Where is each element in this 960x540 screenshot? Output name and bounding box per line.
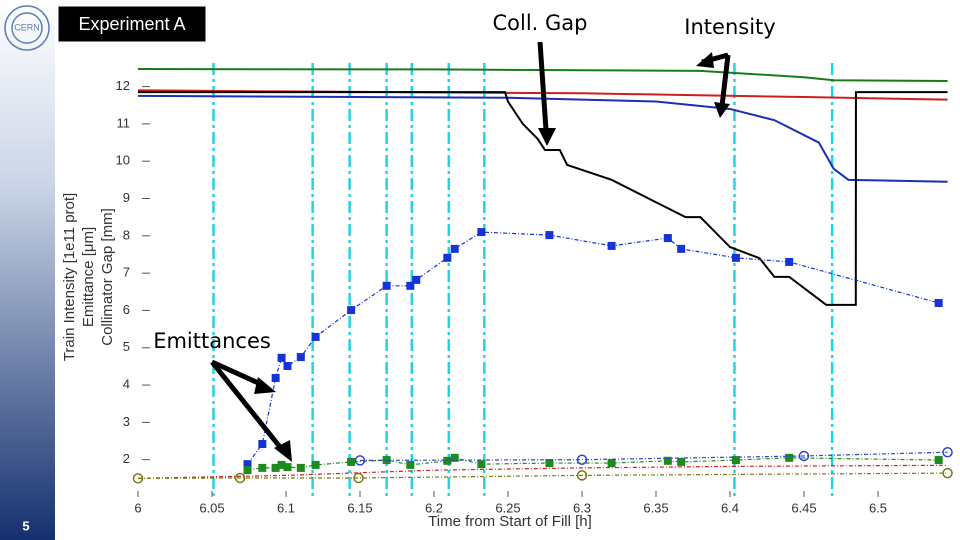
point bbox=[477, 460, 486, 469]
series-line bbox=[247, 231, 939, 465]
slide-label: Experiment A bbox=[78, 14, 185, 34]
point bbox=[283, 463, 292, 472]
point bbox=[347, 457, 356, 466]
point bbox=[576, 470, 588, 481]
point bbox=[450, 453, 459, 462]
point bbox=[942, 467, 953, 479]
x-tick-label: 6.35 bbox=[643, 500, 668, 515]
y-axis-label: Emittance [μm] bbox=[80, 227, 97, 327]
point bbox=[607, 241, 616, 250]
point bbox=[545, 231, 554, 240]
point bbox=[271, 373, 280, 382]
point bbox=[234, 472, 246, 484]
y-tick-label: 9 bbox=[123, 190, 130, 205]
y-axis-label: Collimator Gap [mm] bbox=[99, 208, 116, 346]
sidebar bbox=[0, 0, 55, 540]
x-tick-label: 6.25 bbox=[495, 500, 520, 515]
point bbox=[283, 362, 292, 371]
point bbox=[243, 460, 252, 469]
point bbox=[132, 473, 144, 484]
annotation: Emittances bbox=[153, 329, 271, 353]
point bbox=[412, 275, 421, 284]
point bbox=[942, 446, 953, 458]
point bbox=[576, 454, 588, 465]
page-number: 5 bbox=[22, 518, 29, 533]
point bbox=[731, 253, 740, 262]
point bbox=[785, 453, 794, 462]
point bbox=[677, 457, 686, 466]
y-tick-label: 12 bbox=[116, 78, 130, 93]
point bbox=[443, 253, 452, 262]
x-tick-label: 6.2 bbox=[425, 500, 443, 515]
series-line bbox=[137, 464, 948, 479]
point bbox=[243, 466, 252, 475]
point bbox=[296, 463, 305, 472]
x-tick-label: 6.1 bbox=[277, 500, 295, 515]
point bbox=[382, 456, 391, 465]
point bbox=[354, 455, 366, 466]
x-tick-label: 6.45 bbox=[791, 500, 816, 515]
point bbox=[258, 463, 267, 472]
y-tick-label: 5 bbox=[123, 339, 130, 354]
y-tick-label: 2 bbox=[123, 451, 130, 466]
point bbox=[798, 450, 810, 462]
series-line bbox=[137, 472, 948, 479]
point bbox=[677, 244, 686, 253]
point bbox=[311, 332, 320, 341]
x-tick-label: 6.4 bbox=[721, 500, 739, 515]
annotation: Coll. Gap bbox=[492, 11, 587, 35]
point bbox=[277, 353, 286, 362]
point bbox=[663, 234, 672, 243]
point bbox=[406, 460, 415, 469]
x-tick-label: 6.5 bbox=[869, 500, 887, 515]
series-line bbox=[137, 68, 948, 82]
point bbox=[545, 459, 554, 468]
plot: 2 3 4 5 6 7 8 9 10 11 12 6 6.05 6.1 6.15 6.2 6.25 6.3 6.35… bbox=[116, 63, 953, 515]
point bbox=[785, 257, 794, 266]
point bbox=[353, 472, 364, 484]
point bbox=[934, 456, 943, 465]
series-line bbox=[359, 451, 948, 462]
y-tick-label: 7 bbox=[123, 265, 130, 280]
arrows bbox=[210, 41, 731, 462]
series-line bbox=[137, 94, 948, 183]
point bbox=[443, 456, 452, 465]
point bbox=[258, 440, 267, 449]
x-axis-label: Time from Start of Fill [h] bbox=[428, 513, 592, 530]
y-tick-label: 6 bbox=[123, 302, 130, 317]
y-tick-label: 3 bbox=[123, 414, 130, 429]
annotation: Intensity bbox=[684, 15, 775, 39]
y-axis-label: Train Intensity [1e11 prot] bbox=[61, 193, 78, 361]
point bbox=[450, 244, 459, 253]
point bbox=[934, 298, 943, 307]
point bbox=[477, 228, 486, 237]
point bbox=[731, 456, 740, 465]
x-tick-label: 6.3 bbox=[573, 500, 591, 515]
point bbox=[607, 459, 616, 468]
y-tick-label: 10 bbox=[116, 153, 130, 168]
point bbox=[382, 281, 391, 290]
point bbox=[347, 306, 356, 315]
logo bbox=[4, 5, 50, 51]
logo-text: CERN bbox=[14, 22, 40, 32]
point bbox=[271, 463, 280, 472]
series-line bbox=[138, 91, 948, 306]
point bbox=[311, 460, 320, 469]
x-tick-label: 6.05 bbox=[199, 500, 224, 515]
point bbox=[663, 456, 672, 465]
point bbox=[277, 460, 286, 469]
y-tick-label: 4 bbox=[123, 377, 130, 392]
y-tick-label: 11 bbox=[117, 115, 131, 130]
x-tick-label: 6 bbox=[134, 500, 141, 515]
point bbox=[406, 281, 415, 290]
point bbox=[296, 353, 305, 362]
label-box bbox=[57, 5, 207, 43]
series-line bbox=[137, 89, 948, 101]
x-tick-label: 6.15 bbox=[347, 500, 372, 515]
y-tick-label: 8 bbox=[123, 227, 130, 242]
